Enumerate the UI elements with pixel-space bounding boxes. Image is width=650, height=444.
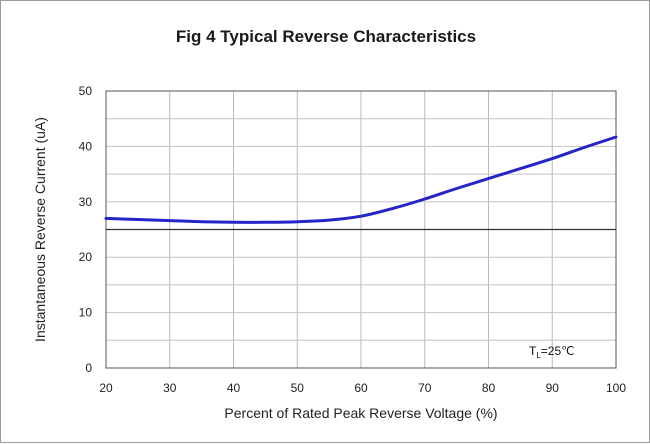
- chart-title: Fig 4 Typical Reverse Characteristics: [175, 27, 477, 46]
- x-tick-label: 30: [163, 381, 177, 395]
- x-tick-label: 100: [606, 381, 626, 395]
- y-tick-label: 40: [79, 139, 93, 153]
- y-tick-label: 30: [79, 195, 93, 209]
- temperature-annotation: TL=25℃: [529, 344, 575, 360]
- y-tick-label: 0: [85, 361, 92, 375]
- series-line: [104, 135, 618, 224]
- y-tick-label: 20: [79, 250, 93, 264]
- y-tick-label: 50: [79, 84, 93, 98]
- tick-labels: 20 30 40 50 60 70 80 90 100 0 10 20 30 40 50: [79, 84, 627, 395]
- x-tick-label: 40: [227, 381, 241, 395]
- x-axis-label: Percent of Rated Peak Reverse Voltage (%…: [224, 405, 497, 421]
- x-tick-label: 60: [354, 381, 368, 395]
- y-axis-label: Instantaneous Reverse Current (uA): [32, 117, 48, 342]
- annotation-symbol: T: [529, 344, 537, 358]
- x-tick-label: 70: [418, 381, 432, 395]
- annotation-value: =25℃: [541, 344, 575, 358]
- annotation-subscript: L: [536, 351, 541, 360]
- x-tick-label: 20: [99, 381, 113, 395]
- y-tick-label: 10: [79, 306, 93, 320]
- x-tick-label: 90: [546, 381, 560, 395]
- x-tick-label: 50: [291, 381, 305, 395]
- x-tick-label: 80: [482, 381, 496, 395]
